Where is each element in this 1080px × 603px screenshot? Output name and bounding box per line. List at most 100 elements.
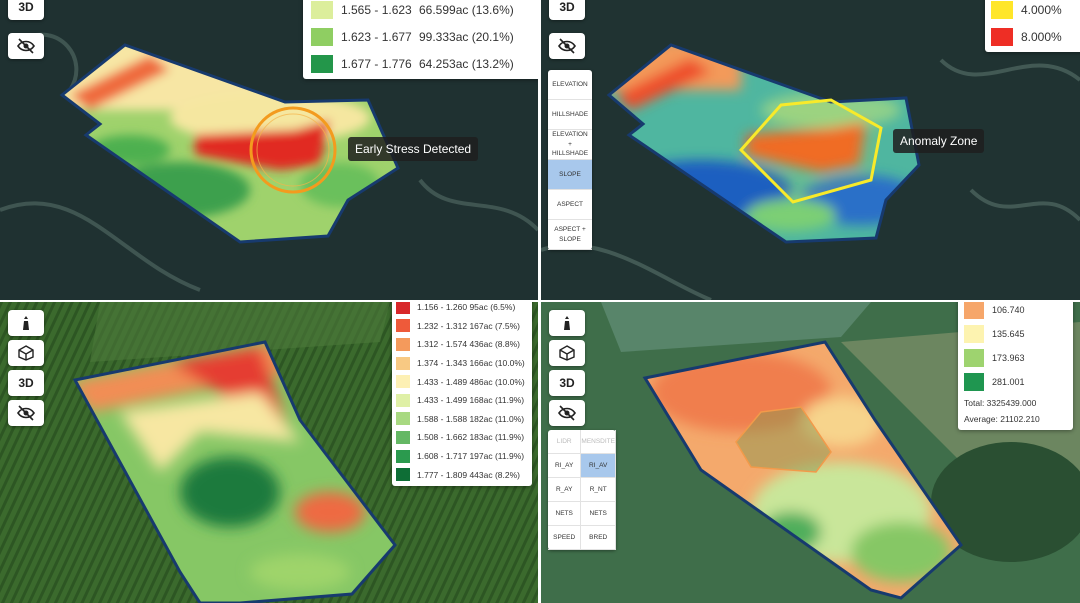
legend-row: 281.001 (964, 370, 1067, 394)
legend-row: 1.588 - 1.588 182ac (11.0%) (396, 410, 528, 429)
zone-outline (735, 406, 832, 473)
map-panel: 3D LIDR MENSDITE RI_AY RI_AV R_AY R_NT NETS NET… (541, 302, 1080, 603)
layer-option[interactable]: ELEVATION (548, 70, 592, 100)
layer-option[interactable]: R_NT (581, 478, 616, 502)
legend-range: 1.565 - 1.623 (341, 2, 412, 17)
legend-swatch (396, 337, 410, 351)
legend: 1.565 - 1.623 66.599ac (13.6%) 1.623 - 1.6… (303, 0, 538, 79)
layer-option[interactable]: RI_AY (548, 454, 582, 478)
legend-row: 1.677 - 1.776 64.253ac (13.2%) (311, 50, 535, 77)
legend-area: 66.599ac (13.6%) (419, 2, 514, 17)
locate-button[interactable] (549, 310, 585, 336)
legend-row: 1.565 - 1.623 66.599ac (13.6%) (311, 0, 535, 23)
layer-option[interactable]: ASPECT + SLOPE (548, 220, 592, 250)
legend-row: 106.740 (964, 302, 1067, 322)
field-plot (90, 302, 390, 362)
legend-label: 1.433 - 1.499 168ac (11.9%) (417, 395, 525, 406)
anomaly-zone (738, 98, 883, 204)
legend-swatch (396, 430, 410, 444)
layer-option[interactable]: RI_AV (581, 454, 616, 478)
layer-option[interactable]: SLOPE (548, 160, 592, 190)
map (541, 0, 1080, 300)
map-panel: 3D ELEVATION HILLSHADE ELEVATION + HILLSHA… (541, 0, 1080, 300)
legend-label: 1.608 - 1.717 197ac (11.9%) (417, 451, 525, 462)
map-panel: 3D 1.156 - 1.260 95ac (6.5%) 1.232 - 1.31… (0, 302, 538, 603)
legend-label: 1.374 - 1.343 166ac (10.0%) (417, 358, 525, 369)
3d-button[interactable]: 3D (549, 370, 585, 396)
legend-swatch (964, 373, 984, 391)
legend-row: 1.433 - 1.489 486ac (10.0%) (396, 372, 528, 391)
cube-button[interactable] (549, 340, 585, 366)
legend-label: 1.777 - 1.809 443ac (8.2%) (417, 469, 521, 480)
legend-row: 1.232 - 1.312 167ac (7.5%) (396, 317, 528, 336)
legend-row: 135.645 (964, 322, 1067, 346)
legend: 1.156 - 1.260 95ac (6.5%) 1.232 - 1.312 1… (392, 302, 532, 486)
legend-range: 1.623 - 1.677 (341, 29, 412, 44)
legend-row: 8.000% (991, 23, 1079, 50)
locate-button[interactable] (8, 310, 44, 336)
3d-button[interactable]: 3D (549, 0, 585, 20)
legend-swatch (396, 356, 410, 370)
visibility-toggle[interactable] (8, 33, 44, 59)
visibility-toggle[interactable] (8, 400, 44, 426)
legend-swatch (396, 375, 410, 389)
layer-menu: LIDR MENSDITE RI_AY RI_AV R_AY R_NT NETS NETS SP… (548, 430, 616, 550)
visibility-toggle[interactable] (549, 33, 585, 59)
legend-label: 1.433 - 1.489 486ac (10.0%) (417, 376, 525, 387)
legend-rows: 106.740 135.645 173.963 281.001 (964, 302, 1067, 394)
layer-option[interactable]: BRED (581, 526, 616, 550)
field-boundary (642, 340, 963, 600)
legend-swatch (396, 412, 410, 426)
layer-option[interactable]: HILLSHADE (548, 100, 592, 130)
field-boundary (606, 43, 921, 244)
layer-option[interactable]: LIDR (548, 430, 582, 454)
legend-swatch (396, 393, 410, 407)
layer-option[interactable]: NETS (548, 502, 582, 526)
legend-swatch (964, 325, 984, 343)
legend-swatch (396, 302, 410, 314)
legend-label: 1.588 - 1.588 182ac (11.0%) (417, 413, 525, 424)
legend-row: 1.433 - 1.499 168ac (11.9%) (396, 391, 528, 410)
woodland (931, 442, 1080, 562)
field-plot (601, 302, 871, 352)
legend-label: 4.000% (1021, 2, 1062, 17)
cube-button[interactable] (8, 340, 44, 366)
legend-row: 4.000% (991, 0, 1079, 23)
legend-swatch (396, 468, 410, 482)
layer-option[interactable]: ASPECT (548, 190, 592, 220)
visibility-toggle[interactable] (549, 400, 585, 426)
legend-label: 106.740 (992, 305, 1025, 315)
legend-swatch (311, 0, 333, 19)
stress-marker-inner (256, 113, 330, 187)
legend-label: 173.963 (992, 353, 1025, 363)
legend-label: 1.312 - 1.574 436ac (8.8%) (417, 339, 521, 350)
legend-swatch (396, 449, 410, 463)
layer-option[interactable]: ELEVATION + HILLSHADE (548, 130, 592, 160)
layer-option[interactable]: NETS (581, 502, 616, 526)
annotation: Anomaly Zone (893, 129, 985, 153)
legend-row: 1.777 - 1.809 443ac (8.2%) (396, 465, 528, 484)
legend-label: 135.645 (992, 329, 1025, 339)
field-boundary (59, 43, 400, 244)
legend-label: 281.001 (992, 377, 1025, 387)
layer-menu: ELEVATION HILLSHADE ELEVATION + HILLSHADE S… (548, 70, 592, 250)
total-label: Total: 3325439.000 (964, 398, 1037, 408)
3d-button[interactable]: 3D (8, 370, 44, 396)
map-panel: 3D 1.565 - 1.623 66.599ac (13.6%) 1.623 - … (0, 0, 538, 300)
average-label: Average: 21102.210 (964, 414, 1040, 424)
layer-option[interactable]: MENSDITE (581, 430, 616, 454)
legend-row: 173.963 (964, 346, 1067, 370)
field-boundary (72, 340, 397, 603)
legend-row: 1.608 - 1.717 197ac (11.9%) (396, 447, 528, 466)
layer-option[interactable]: SPEED (548, 526, 582, 550)
stress-marker (249, 106, 337, 194)
legend-row: 1.508 - 1.662 183ac (11.9%) (396, 428, 528, 447)
3d-button[interactable]: 3D (8, 0, 44, 20)
legend-row: 1.312 - 1.574 436ac (8.8%) (396, 335, 528, 354)
legend-label: 1.232 - 1.312 167ac (7.5%) (417, 320, 521, 331)
layer-option[interactable]: R_AY (548, 478, 582, 502)
legend-row: 1.156 - 1.260 95ac (6.5%) (396, 302, 528, 317)
legend-label: 8.000% (1021, 29, 1062, 44)
legend: 4.000% 8.000% (985, 0, 1080, 52)
